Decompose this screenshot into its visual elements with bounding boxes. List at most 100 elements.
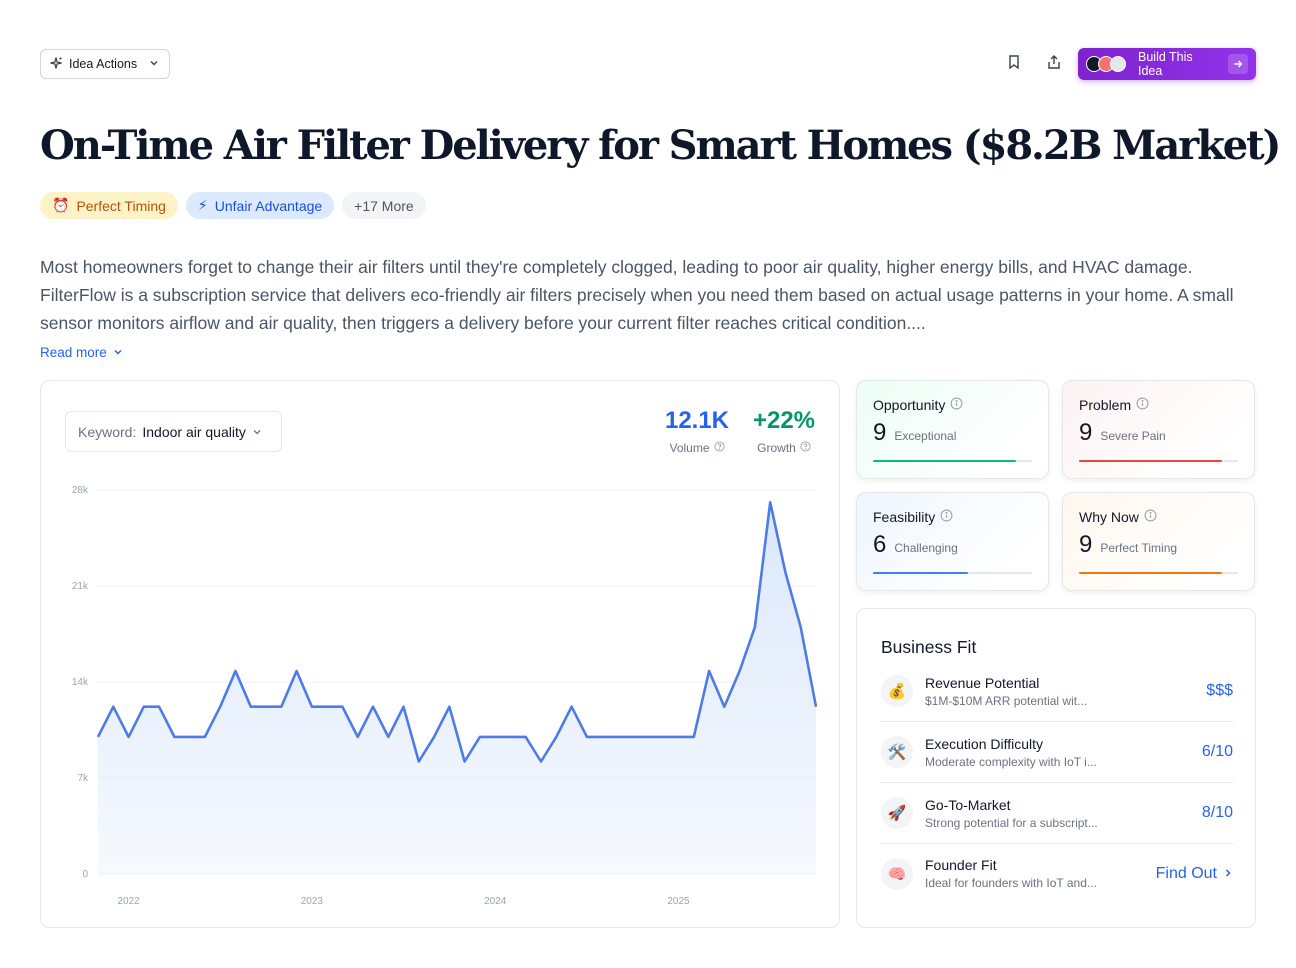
build-label: Build This Idea bbox=[1138, 50, 1193, 78]
keyword-select[interactable]: Keyword: Indoor air quality bbox=[65, 411, 282, 452]
share-button[interactable] bbox=[1042, 52, 1066, 76]
y-tick-label: 21k bbox=[72, 581, 89, 592]
tag-more[interactable]: +17 More bbox=[342, 192, 426, 219]
read-more-label: Read more bbox=[40, 345, 107, 360]
item-value: Find Out bbox=[1155, 864, 1217, 882]
series-line bbox=[96, 501, 818, 763]
business-fit-title: Business Fit bbox=[881, 637, 977, 657]
bookmark-icon bbox=[1006, 54, 1022, 75]
item-desc: Ideal for founders with IoT and... bbox=[925, 876, 1097, 890]
keyword-value: Indoor air quality bbox=[142, 423, 246, 440]
score-bar-fill bbox=[1079, 460, 1223, 462]
business-fit-item-execution[interactable]: 🛠️ Execution Difficulty Moderate complexi… bbox=[881, 722, 1233, 783]
chevron-down-icon bbox=[252, 424, 262, 440]
item-name: Founder Fit bbox=[925, 857, 997, 873]
money-bag-icon: 💰 bbox=[881, 675, 913, 707]
item-name: Execution Difficulty bbox=[925, 735, 1044, 752]
score-sub: Severe Pain bbox=[1100, 429, 1166, 443]
help-icon[interactable] bbox=[800, 441, 811, 455]
score-card-opportunity[interactable]: Opportunity 9 Exceptional bbox=[856, 380, 1049, 479]
logo-icon bbox=[1110, 56, 1126, 72]
business-fit-card: Business Fit 💰 Revenue Potential $1M-$10M… bbox=[856, 608, 1256, 928]
score-bar bbox=[1079, 460, 1238, 462]
series-area bbox=[98, 502, 816, 874]
idea-description: Most homeowners forget to change their a… bbox=[40, 257, 1234, 333]
business-fit-item-gtm[interactable]: 🚀 Go-To-Market Strong potential for a sub… bbox=[881, 783, 1233, 844]
score-sub: Exceptional bbox=[894, 429, 957, 443]
score-label: Why Now bbox=[1079, 509, 1139, 525]
page-title: On-Time Air Filter Delivery for Smart Ho… bbox=[40, 122, 1281, 169]
keyword-label: Keyword: bbox=[78, 423, 137, 440]
x-tick-label: 2025 bbox=[667, 896, 690, 907]
score-card-feasibility[interactable]: Feasibility 6 Challenging bbox=[856, 492, 1049, 591]
growth-value: +22% bbox=[752, 407, 816, 434]
tools-icon: 🛠️ bbox=[881, 736, 913, 768]
tag-perfect-timing[interactable]: ⏰ Perfect Timing bbox=[40, 192, 178, 219]
y-tick-label: 28k bbox=[72, 485, 89, 496]
score-value: 6 bbox=[873, 531, 887, 558]
sparkle-icon bbox=[49, 56, 63, 73]
score-label: Feasibility bbox=[873, 509, 936, 525]
tag-label: Unfair Advantage bbox=[214, 197, 323, 214]
item-desc: $1M-$10M ARR potential wit... bbox=[925, 693, 1088, 708]
item-value: 8/10 bbox=[1201, 804, 1233, 821]
volume-metric: 12.1K Volume bbox=[661, 407, 733, 455]
tag-unfair-advantage[interactable]: ⚡ Unfair Advantage bbox=[185, 192, 335, 219]
trend-chart-card: 28k 21k 14k 7k 0 2022 2023 2024 2025 Keyword: In… bbox=[40, 380, 840, 928]
arrow-right-icon bbox=[1228, 54, 1248, 74]
x-tick-label: 2024 bbox=[484, 896, 507, 907]
tag-label: +17 More bbox=[354, 197, 414, 214]
x-tick-label: 2022 bbox=[117, 896, 140, 907]
info-icon[interactable] bbox=[940, 509, 953, 525]
score-sub: Perfect Timing bbox=[1100, 541, 1178, 555]
score-bar bbox=[873, 460, 1032, 462]
volume-value: 12.1K bbox=[664, 407, 730, 434]
idea-actions-button[interactable]: Idea Actions bbox=[40, 49, 171, 79]
business-fit-item-founder[interactable]: 🧠 Founder Fit Ideal for founders with IoT… bbox=[881, 843, 1233, 904]
score-bar bbox=[873, 572, 1032, 574]
chevron-right-icon bbox=[1223, 865, 1233, 883]
score-bar bbox=[1079, 572, 1238, 574]
partner-logos bbox=[1086, 56, 1126, 72]
score-value: 9 bbox=[1079, 531, 1093, 558]
score-card-why-now[interactable]: Why Now 9 Perfect Timing bbox=[1062, 492, 1255, 591]
read-more-link[interactable]: Read more bbox=[40, 345, 123, 360]
tag-label: Perfect Timing bbox=[76, 197, 166, 214]
item-desc: Moderate complexity with IoT i... bbox=[925, 754, 1097, 769]
bookmark-button[interactable] bbox=[1002, 52, 1026, 76]
item-value: $$$ bbox=[1206, 682, 1233, 699]
lightning-icon: ⚡ bbox=[197, 197, 208, 213]
info-icon[interactable] bbox=[1136, 397, 1149, 413]
build-this-idea-button[interactable]: Build This Idea bbox=[1078, 48, 1256, 80]
score-sub: Challenging bbox=[894, 541, 958, 555]
find-out-link[interactable]: Find Out bbox=[1156, 865, 1233, 883]
item-desc: Strong potential for a subscript... bbox=[925, 815, 1098, 830]
info-icon[interactable] bbox=[1144, 509, 1157, 525]
growth-label: Growth bbox=[757, 441, 796, 455]
alarm-clock-icon: ⏰ bbox=[52, 197, 70, 213]
rocket-icon: 🚀 bbox=[881, 797, 913, 829]
info-icon[interactable] bbox=[950, 397, 963, 413]
business-fit-item-revenue[interactable]: 💰 Revenue Potential $1M-$10M ARR potentia… bbox=[881, 661, 1233, 722]
chevron-down-icon bbox=[113, 345, 123, 360]
y-tick-label: 14k bbox=[72, 677, 89, 688]
score-card-problem[interactable]: Problem 9 Severe Pain bbox=[1062, 380, 1255, 479]
score-label: Opportunity bbox=[873, 397, 946, 413]
item-name: Revenue Potential bbox=[925, 674, 1040, 691]
y-tick-label: 0 bbox=[82, 869, 88, 880]
top-bar: Idea Actions Build This Idea bbox=[40, 48, 1256, 80]
trend-chart: 28k 21k 14k 7k 0 2022 2023 2024 2025 bbox=[72, 485, 818, 907]
chevron-down-icon bbox=[149, 57, 159, 71]
y-tick-label: 7k bbox=[77, 773, 89, 784]
volume-label: Volume bbox=[669, 441, 710, 455]
tag-list: ⏰ Perfect Timing ⚡ Unfair Advantage +17 … bbox=[40, 192, 426, 219]
score-value: 9 bbox=[1079, 419, 1093, 446]
score-bar-fill bbox=[873, 460, 1017, 462]
idea-actions-label: Idea Actions bbox=[69, 57, 138, 71]
brain-icon: 🧠 bbox=[881, 857, 913, 890]
score-value: 9 bbox=[873, 419, 887, 446]
growth-metric: +22% Growth bbox=[747, 407, 821, 455]
score-label: Problem bbox=[1079, 397, 1132, 413]
share-icon bbox=[1046, 54, 1062, 75]
help-icon[interactable] bbox=[713, 441, 725, 455]
